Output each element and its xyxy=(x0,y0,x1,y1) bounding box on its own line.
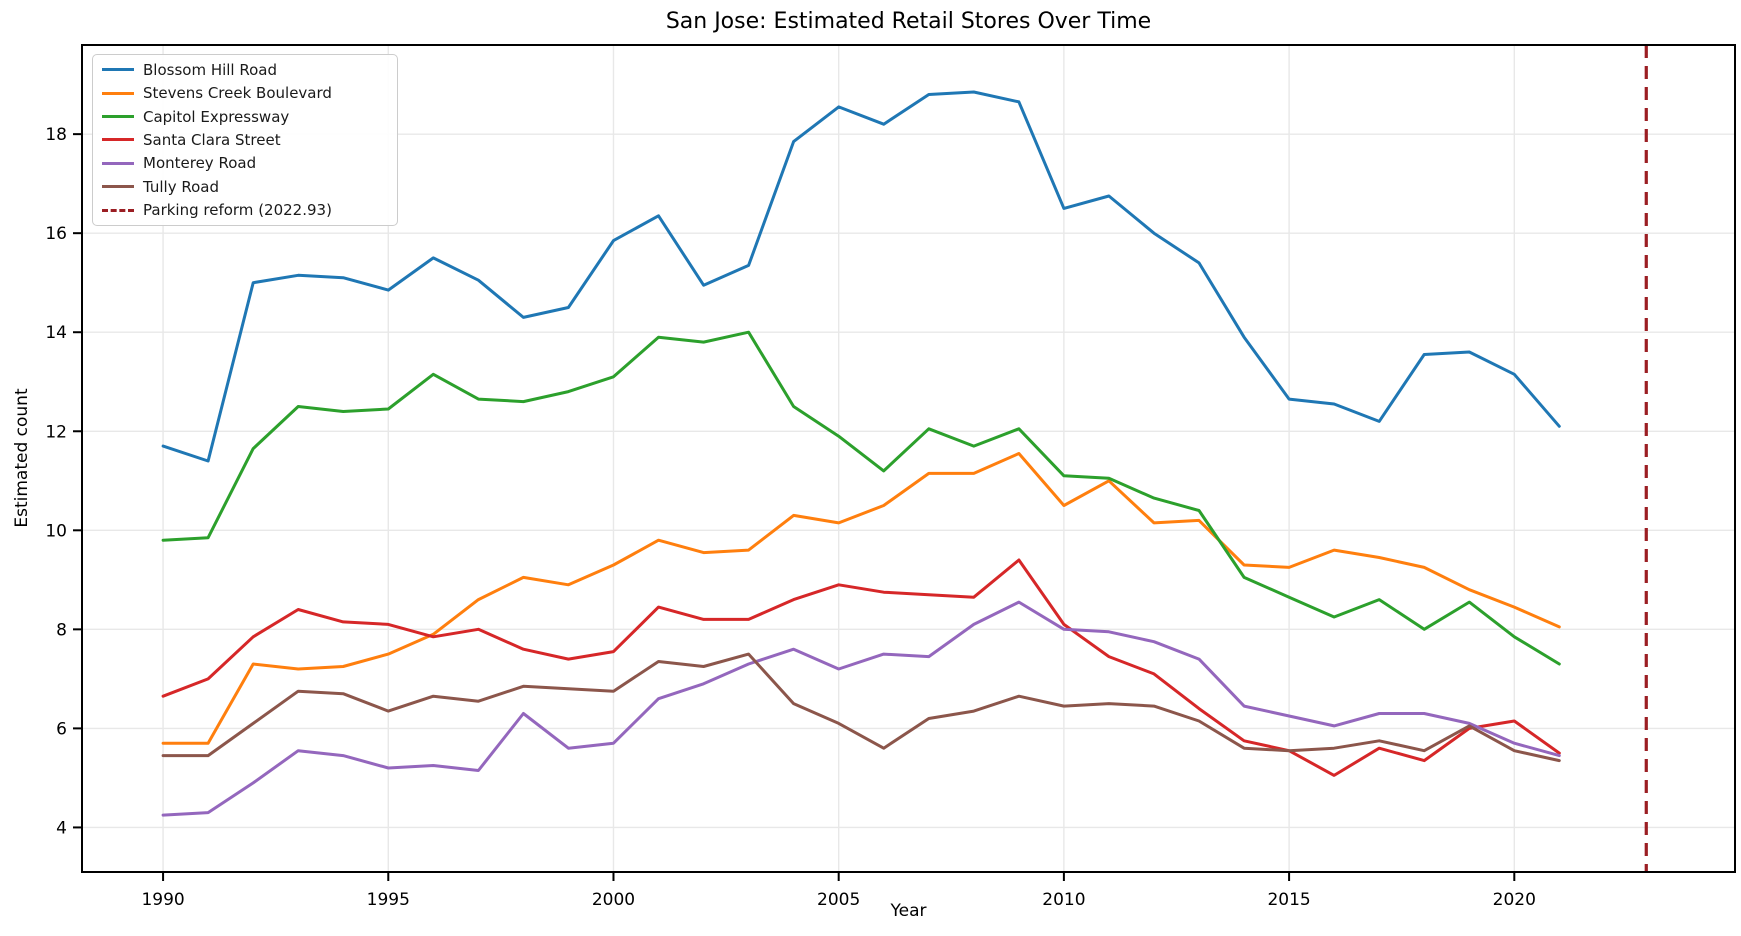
series-line-stevens-creek-boulevard xyxy=(161,452,1561,745)
series-line-capitol-expressway xyxy=(161,330,1561,666)
legend-item-santa-clara-street: Santa Clara Street xyxy=(102,132,388,148)
legend-label: Monterey Road xyxy=(143,154,257,173)
x-tick-label: 2010 xyxy=(1042,890,1085,910)
legend-item-stevens-creek-boulevard: Stevens Creek Boulevard xyxy=(102,85,388,101)
y-tick-label: 14 xyxy=(45,323,67,343)
legend-line-sample xyxy=(102,161,134,165)
legend-line-sample xyxy=(102,91,134,95)
legend-item-blossom-hill-road: Blossom Hill Road xyxy=(102,62,388,78)
series-line-tully-road xyxy=(161,652,1561,763)
x-tick-label: 2005 xyxy=(817,890,860,910)
plot-border xyxy=(81,44,1736,873)
legend-label: Stevens Creek Boulevard xyxy=(143,84,332,103)
y-tick-label: 4 xyxy=(56,818,67,838)
legend-line-sample xyxy=(102,185,134,189)
x-tick-label: 2000 xyxy=(592,890,635,910)
legend-item-parking-reform-2022-93: Parking reform (2022.93) xyxy=(102,202,388,218)
legend-label: Capitol Expressway xyxy=(143,107,290,126)
x-tick-label: 2015 xyxy=(1267,890,1310,910)
legend: Blossom Hill Road Stevens Creek Boulevard… xyxy=(92,54,398,226)
legend-line-sample xyxy=(102,115,134,119)
y-tick-label: 6 xyxy=(56,719,67,739)
legend-label: Parking reform (2022.93) xyxy=(143,201,332,220)
series-line-blossom-hill-road xyxy=(161,90,1561,463)
x-tick-label: 1995 xyxy=(367,890,410,910)
legend-label: Blossom Hill Road xyxy=(143,60,278,79)
series-line-santa-clara-street xyxy=(161,558,1561,777)
legend-item-tully-road: Tully Road xyxy=(102,179,388,195)
y-tick-label: 10 xyxy=(45,521,67,541)
y-axis-label: Estimated count xyxy=(12,388,32,528)
y-tick-label: 8 xyxy=(56,620,67,640)
chart-title: San Jose: Estimated Retail Stores Over T… xyxy=(665,9,1152,34)
x-tick-label: 1990 xyxy=(141,890,184,910)
legend-item-monterey-road: Monterey Road xyxy=(102,155,388,171)
legend-label: Santa Clara Street xyxy=(143,130,281,149)
y-tick-label: 18 xyxy=(45,125,67,145)
legend-dashed-line-sample xyxy=(102,208,134,212)
x-axis-label: Year xyxy=(890,901,927,921)
series-line-monterey-road xyxy=(161,600,1561,817)
legend-line-sample xyxy=(102,68,134,72)
legend-item-capitol-expressway: Capitol Expressway xyxy=(102,109,388,125)
x-tick-label: 2020 xyxy=(1493,890,1536,910)
legend-label: Tully Road xyxy=(143,177,220,196)
y-tick-label: 16 xyxy=(45,224,67,244)
y-tick-label: 12 xyxy=(45,422,67,442)
legend-line-sample xyxy=(102,138,134,142)
